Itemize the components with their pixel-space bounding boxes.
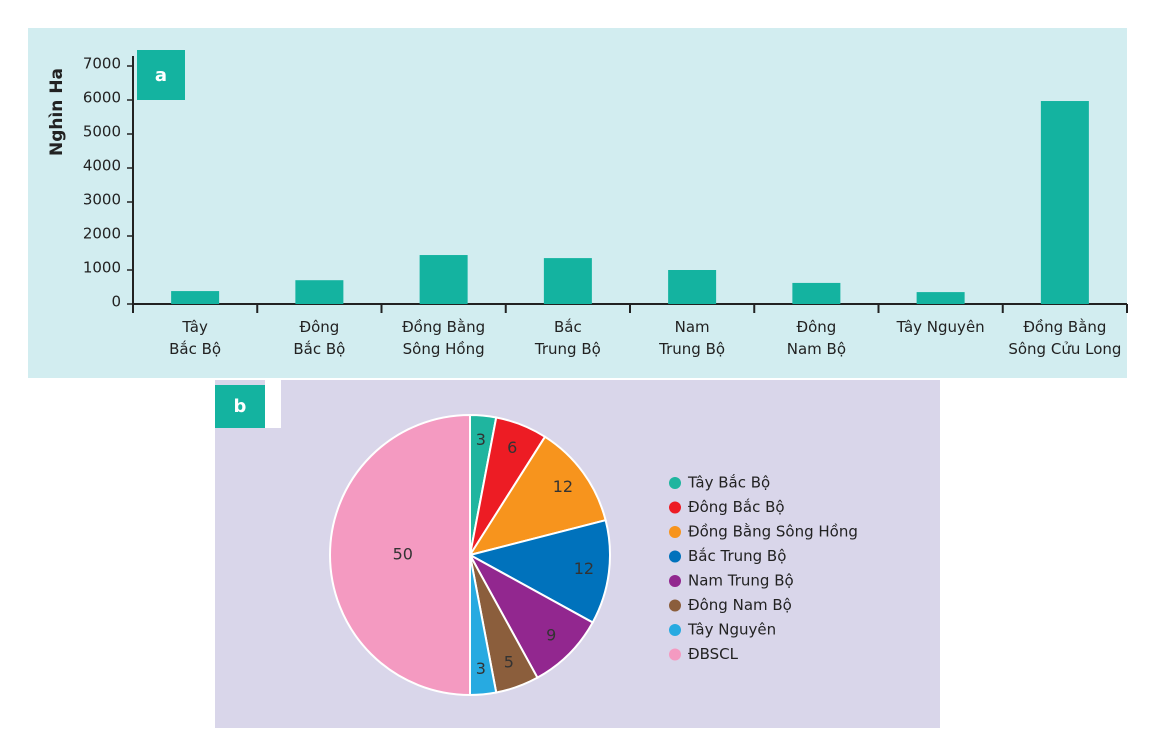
slice-label: 3 <box>476 659 486 678</box>
y-axis-title: Nghìn Ha <box>47 68 67 156</box>
legend-label: Nam Trung Bộ <box>688 572 794 590</box>
legend-marker <box>669 526 681 538</box>
x-tick-label: Nam Trung Bộ <box>659 318 726 358</box>
legend-marker <box>669 550 681 563</box>
y-tick-label: 6000 <box>83 89 121 107</box>
slice-label: 12 <box>553 477 573 496</box>
slice-label: 50 <box>393 545 413 564</box>
bar <box>295 280 344 304</box>
pie-slice <box>467 552 595 680</box>
pie-slice <box>467 435 607 557</box>
pie-slice <box>467 518 611 624</box>
pie-slice <box>329 413 471 697</box>
legend-marker <box>669 575 681 587</box>
legend-marker <box>669 599 681 612</box>
bar <box>543 258 592 304</box>
slice-label: 12 <box>574 559 594 578</box>
legend-marker <box>669 648 681 661</box>
panel-label-box <box>215 385 265 428</box>
legend-label: Đồng Bằng Sông Hồng <box>688 523 858 541</box>
legend-label: Bắc Trung Bộ <box>688 547 786 565</box>
legend-marker <box>669 624 681 636</box>
y-tick-label: 1000 <box>83 259 121 277</box>
y-tick-label: 2000 <box>83 225 121 243</box>
legend-marker <box>669 501 681 514</box>
panel-label-box <box>137 50 185 100</box>
panel-label: a <box>155 65 167 86</box>
y-tick-label: 5000 <box>83 123 121 141</box>
panel-label: b <box>234 396 247 417</box>
legend-label: Tây Nguyên <box>687 621 776 639</box>
y-tick-label: 4000 <box>83 157 121 175</box>
slice-label: 5 <box>504 653 514 672</box>
x-tick-label: Tây Bắc Bộ <box>169 318 222 358</box>
bar <box>916 292 965 304</box>
x-tick-label: Đồng Bằng Sông Hồng <box>402 318 486 358</box>
legend-marker <box>669 477 681 489</box>
x-tick-label: Đông Bắc Bộ <box>293 318 346 358</box>
bar <box>419 255 468 304</box>
bar <box>668 270 717 304</box>
slice-label: 6 <box>507 438 517 457</box>
panel-label-strip <box>265 380 281 428</box>
legend-label: Đông Bắc Bộ <box>688 498 785 516</box>
x-tick-label: Đông Nam Bộ <box>786 318 846 358</box>
y-tick-label: 0 <box>111 293 121 311</box>
x-tick-label: Tây Nguyên <box>896 318 985 336</box>
legend-label: Tây Bắc Bộ <box>687 474 770 492</box>
y-tick-label: 3000 <box>83 191 121 209</box>
slice-label: 3 <box>476 430 486 449</box>
bar <box>171 291 220 304</box>
bar <box>1040 101 1089 305</box>
bar <box>792 282 841 304</box>
legend-label: ĐBSCL <box>688 645 739 663</box>
x-tick-label: Đồng Bằng Sông Cửu Long <box>1008 318 1122 358</box>
slice-label: 9 <box>546 626 556 645</box>
x-tick-label: Bắc Trung Bộ <box>534 318 601 358</box>
legend-label: Đông Nam Bộ <box>688 596 792 614</box>
y-tick-label: 7000 <box>83 55 121 73</box>
panel-a-background <box>28 28 1127 378</box>
